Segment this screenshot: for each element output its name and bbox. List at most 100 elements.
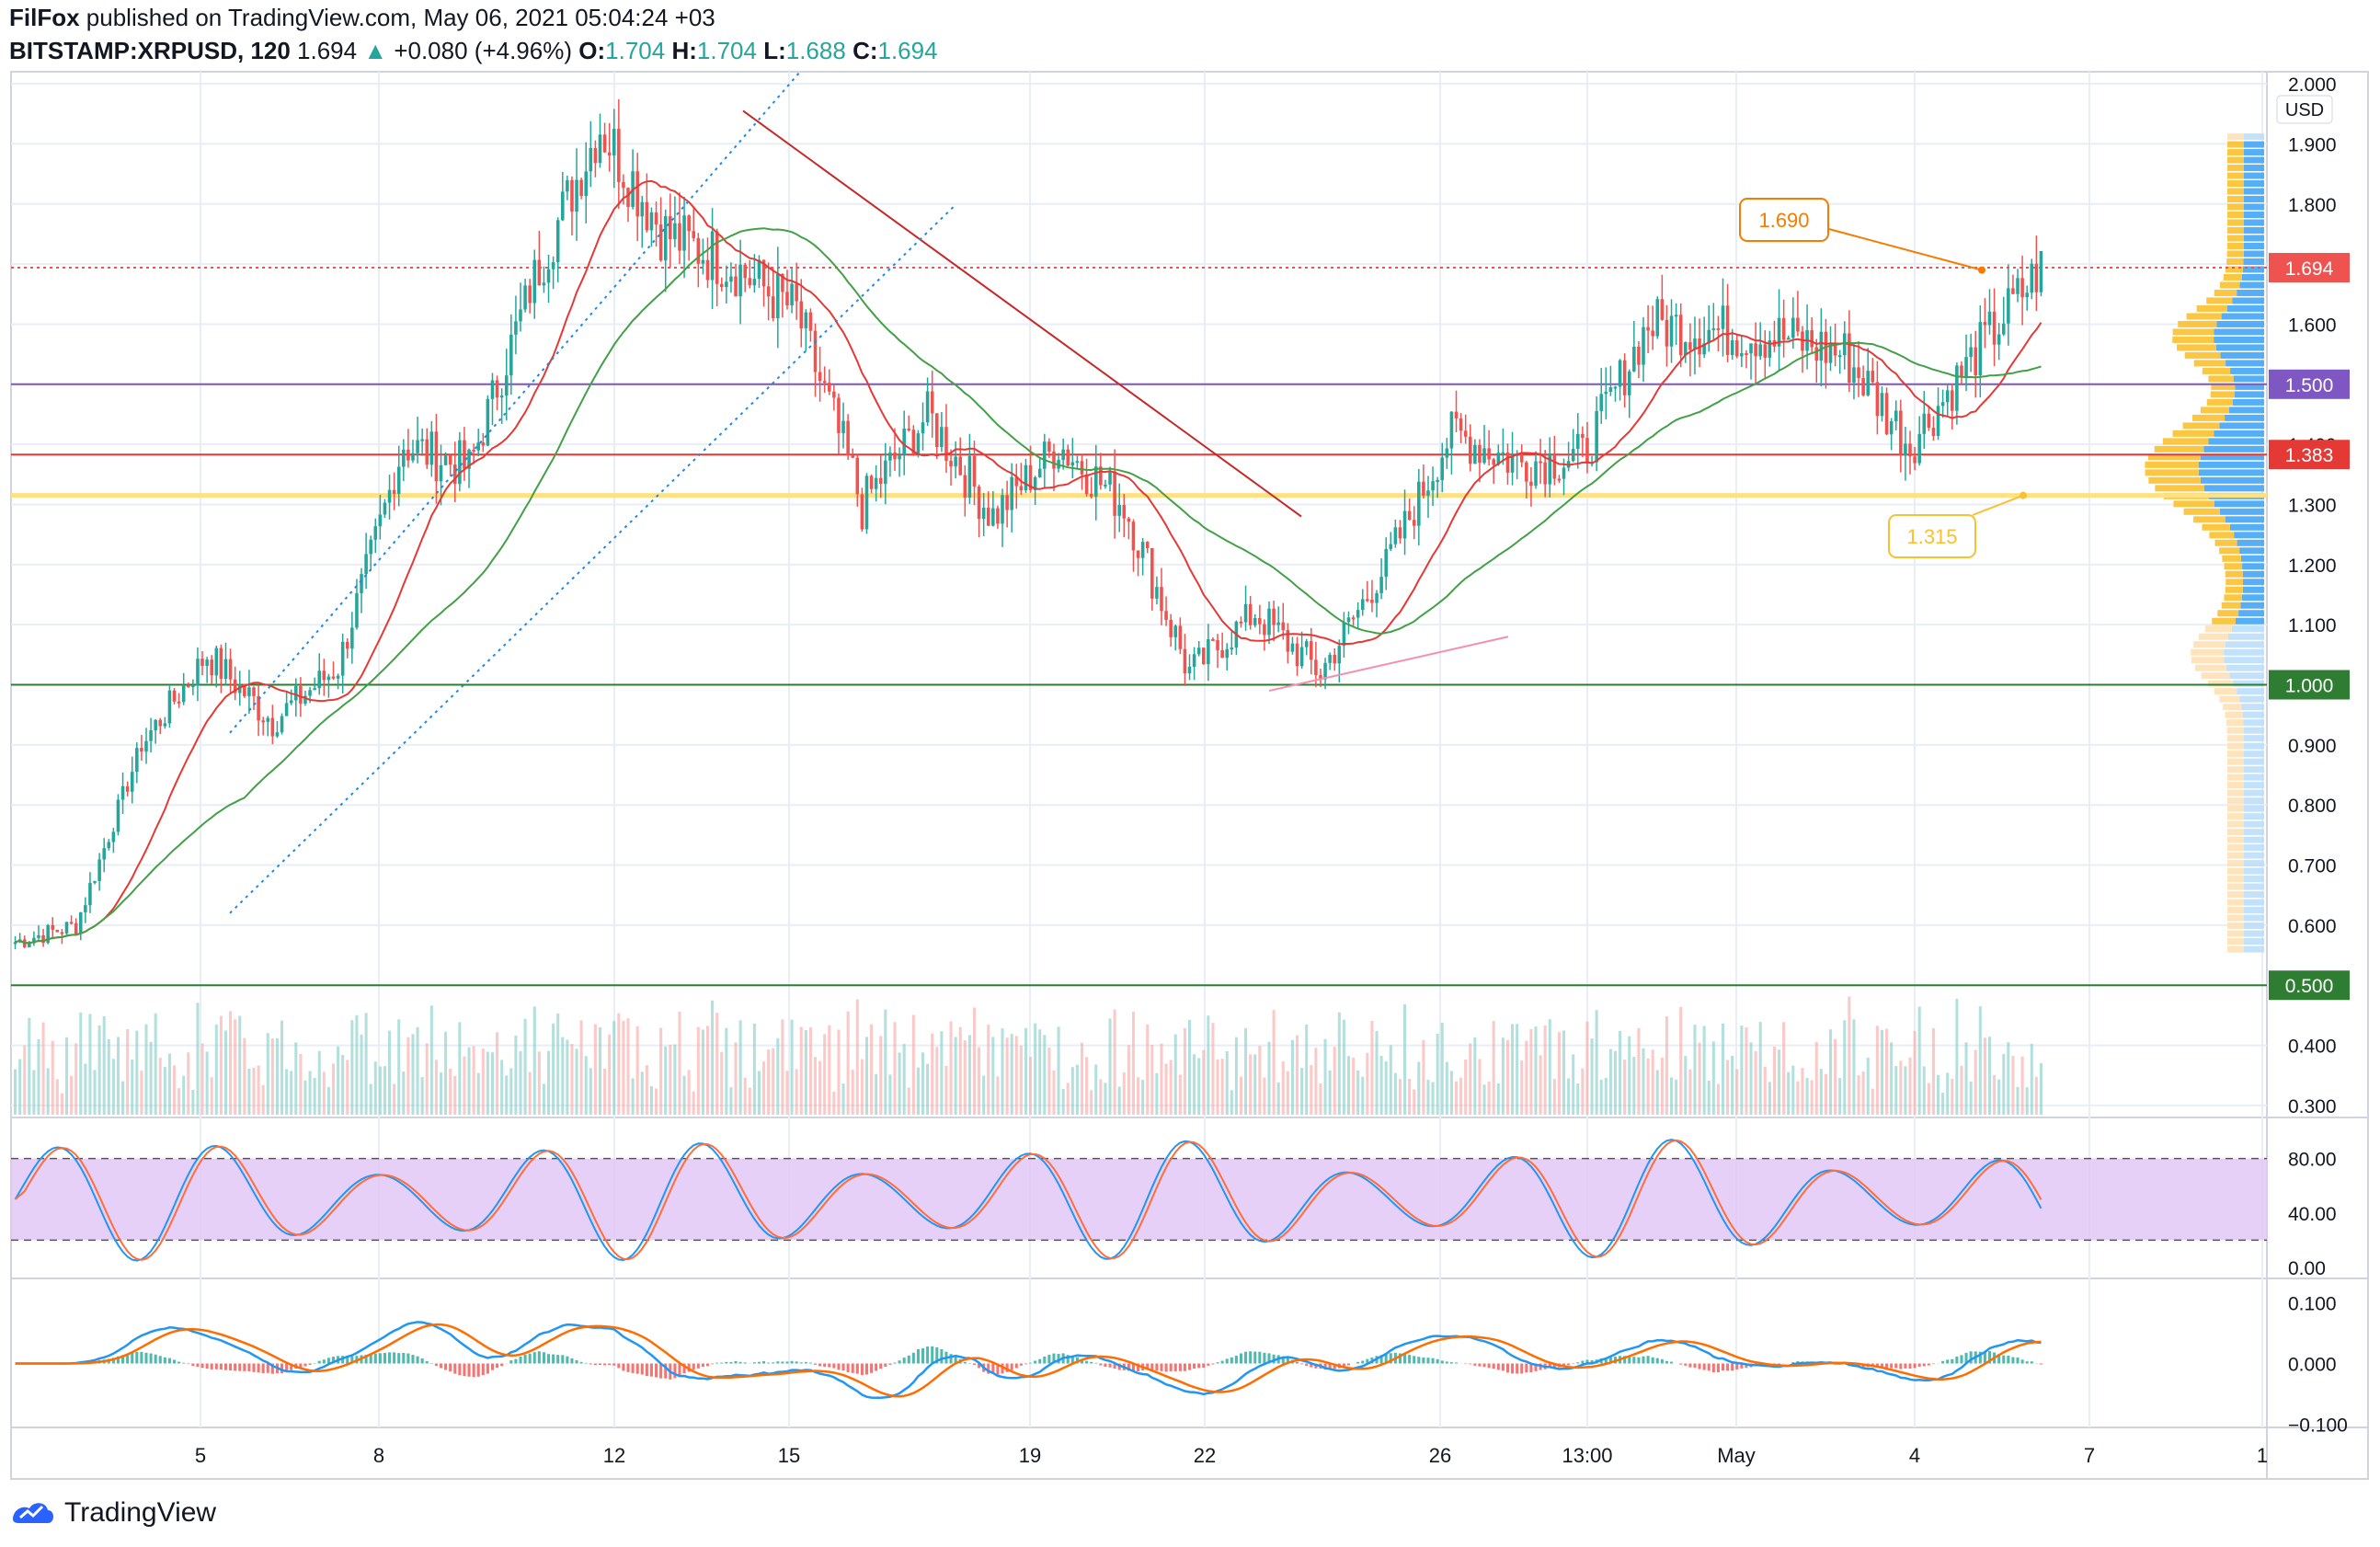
macd-signal-line	[15, 1323, 2042, 1398]
macd-histogram-bar	[1014, 1363, 1018, 1369]
macd-histogram-bar	[711, 1363, 715, 1365]
volume-bar	[449, 1069, 452, 1115]
candle-body	[645, 201, 649, 231]
volume-profile-bar	[2241, 704, 2264, 711]
candle-body	[1436, 480, 1439, 483]
macd-histogram-bar	[864, 1363, 869, 1375]
volume-bar	[505, 1075, 509, 1115]
volume-bar	[1880, 1029, 1884, 1115]
macd-histogram-bar	[1436, 1358, 1439, 1364]
macd-histogram-bar	[420, 1358, 424, 1364]
volume-profile-bar	[2244, 165, 2264, 172]
macd-histogram-bar	[1281, 1356, 1285, 1364]
volume-bar	[1122, 1071, 1126, 1115]
volume-bar	[1272, 1010, 1276, 1115]
candle-body	[729, 276, 733, 282]
candle-body	[1740, 352, 1744, 357]
candle-body	[1431, 481, 1435, 491]
candle-body	[1786, 338, 1791, 340]
macd-histogram-bar	[678, 1363, 681, 1377]
volume-bar	[967, 1035, 971, 1115]
candle-body	[294, 685, 298, 701]
volume-bar	[828, 1025, 831, 1115]
macd-histogram-bar	[1164, 1363, 1168, 1372]
low-label: L:	[763, 37, 786, 64]
volume-bar	[1987, 1037, 1992, 1115]
candle-body	[1351, 617, 1356, 620]
candle-body	[1052, 451, 1056, 469]
macd-histogram-bar	[846, 1363, 850, 1373]
candle-body	[1066, 449, 1070, 466]
macd-histogram-bar	[888, 1363, 892, 1365]
publish-text: published on TradingView.com, May 06, 20…	[86, 4, 715, 31]
candle-body	[1127, 518, 1131, 522]
macd-histogram-bar	[434, 1363, 438, 1367]
volume-bar	[523, 1018, 527, 1115]
volume-profile-bar	[2198, 469, 2264, 476]
volume-bar	[978, 1047, 981, 1115]
price-tick-label: 0.900	[2288, 736, 2337, 757]
volume-profile-bar	[2244, 860, 2264, 867]
volume-bar	[1310, 1064, 1313, 1115]
volume-bar	[1492, 1021, 1495, 1115]
candle-body	[874, 477, 878, 489]
candle-body	[223, 659, 228, 680]
candle-body	[350, 627, 354, 649]
volume-bar	[154, 1013, 157, 1115]
macd-histogram-bar	[1422, 1357, 1425, 1364]
candle-body	[116, 799, 120, 832]
macd-histogram-bar	[1590, 1359, 1594, 1364]
candle-body	[1955, 365, 1959, 411]
candle-body	[1028, 464, 1033, 490]
macd-histogram-bar	[326, 1358, 330, 1364]
volume-profile-bar	[2243, 235, 2264, 242]
candle-body	[1674, 315, 1678, 317]
candle-body	[673, 223, 677, 240]
candle-body	[191, 685, 195, 688]
candle-body	[954, 456, 957, 467]
volume-bar	[458, 1022, 462, 1115]
candle-body	[1519, 453, 1524, 463]
candle-body	[1848, 333, 1851, 383]
macd-histogram-bar	[453, 1363, 457, 1374]
volume-profile-bar	[2145, 469, 2199, 476]
macd-histogram-bar	[214, 1363, 218, 1369]
macd-histogram-bar	[1637, 1357, 1641, 1364]
candle-body	[1346, 617, 1351, 623]
macd-histogram-bar	[804, 1361, 807, 1364]
macd-histogram-bar	[1300, 1363, 1304, 1365]
volume-bar	[223, 1030, 228, 1115]
candle-body	[46, 924, 50, 944]
volume-profile-bar	[2244, 133, 2264, 141]
volume-bar	[373, 1061, 377, 1115]
volume-bar	[888, 1074, 892, 1115]
brand-name[interactable]: TradingView	[64, 1497, 217, 1528]
volume-bar	[542, 1083, 545, 1115]
candle-body	[940, 427, 944, 447]
candle-body	[757, 259, 761, 280]
volume-bar	[963, 1040, 967, 1115]
volume-bar	[126, 1029, 130, 1115]
volume-profile-bar	[2219, 508, 2264, 515]
macd-histogram-bar	[1272, 1354, 1276, 1364]
candle-body	[210, 659, 214, 676]
volume-profile-bar	[2203, 445, 2264, 453]
volume-profile	[2145, 133, 2264, 953]
symbol-name[interactable]: BITSTAMP:XRPUSD, 120	[9, 37, 291, 64]
macd-histogram-bar	[1698, 1363, 1701, 1369]
macd-tick-label: −0.100	[2288, 1415, 2348, 1437]
volume-profile-bar	[2226, 219, 2244, 226]
macd-histogram-bar	[458, 1363, 462, 1376]
candle-body	[60, 932, 64, 934]
volume-bar	[655, 1088, 658, 1115]
stochastic-k-line	[14, 1139, 2042, 1262]
volume-profile-bar	[2226, 243, 2244, 249]
volume-bar	[1155, 1072, 1159, 1115]
tradingview-logo-icon[interactable]	[9, 1497, 57, 1529]
volume-bar	[640, 1071, 644, 1115]
volume-bar	[1061, 1088, 1065, 1115]
volume-bar	[149, 1041, 153, 1115]
volume-bar	[879, 1036, 883, 1115]
author-name[interactable]: FilFox	[9, 4, 80, 31]
